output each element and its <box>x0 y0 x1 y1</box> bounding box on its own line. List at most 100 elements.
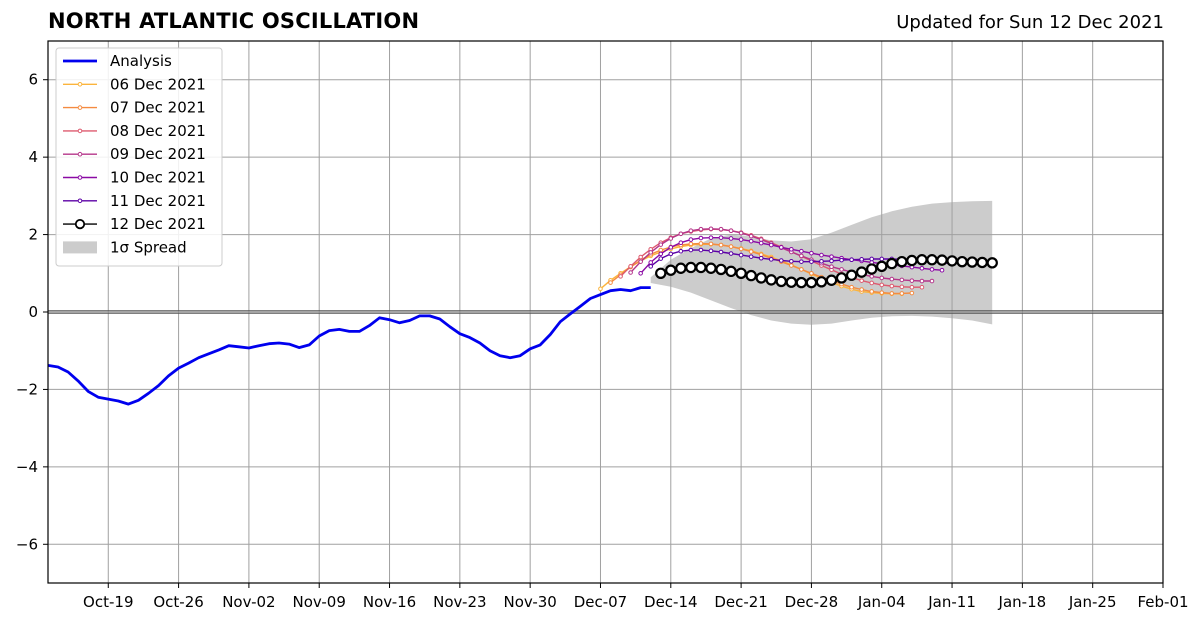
forecast-point <box>665 264 677 276</box>
forecast-point <box>896 255 908 268</box>
forecast-point <box>778 245 784 250</box>
forecast-point <box>839 257 844 263</box>
forecast-point <box>618 274 623 279</box>
forecast-point <box>789 258 794 264</box>
legend: Analysis 06 Dec 2021 07 Dec 2021 08 Dec 202… <box>55 47 223 267</box>
forecast-point <box>748 238 754 244</box>
legend-label: 1σ Spread <box>110 238 187 256</box>
legend-label: 12 Dec 2021 <box>110 215 206 233</box>
forecast-point <box>728 251 734 256</box>
legend-marker <box>77 105 83 110</box>
forecast-point <box>658 256 664 261</box>
x-tick-label: Jan-11 <box>927 593 976 611</box>
forecast-point <box>919 265 925 271</box>
forecast-point <box>845 269 858 281</box>
forecast-point <box>638 254 643 260</box>
forecast-point <box>598 286 603 292</box>
legend-marker <box>77 198 83 204</box>
forecast-point <box>678 231 684 237</box>
forecast-point <box>815 276 828 288</box>
forecast-point <box>859 257 864 262</box>
forecast-point <box>799 259 804 264</box>
forecast-point <box>916 254 928 266</box>
forecast-point <box>668 251 674 257</box>
forecast-point <box>718 235 724 240</box>
forecast-point <box>889 283 895 289</box>
forecast-point <box>799 248 804 254</box>
forecast-point <box>859 287 864 292</box>
forecast-point <box>795 276 808 289</box>
forecast-point <box>889 276 895 282</box>
legend-label: Analysis <box>110 52 172 70</box>
x-tick-label: Jan-25 <box>1068 593 1117 611</box>
legend-label: 09 Dec 2021 <box>110 145 206 163</box>
forecast-point <box>715 263 727 276</box>
forecast-point <box>976 256 988 269</box>
forecast-point <box>695 261 707 274</box>
forecast-point <box>678 240 684 246</box>
chart-subtitle: Updated for Sun 12 Dec 2021 <box>896 12 1164 33</box>
forecast-point <box>869 289 874 294</box>
legend-marker <box>77 82 83 87</box>
legend-entry: 1σ Spread <box>63 238 187 256</box>
x-tick-label: Nov-09 <box>293 593 346 611</box>
forecast-point <box>809 270 814 276</box>
forecast-point <box>899 277 905 283</box>
forecast-point <box>906 254 918 267</box>
forecast-point <box>835 272 848 284</box>
legend-marker <box>77 151 83 157</box>
forecast-point <box>658 251 664 257</box>
forecast-point <box>718 226 724 232</box>
forecast-point <box>789 263 794 268</box>
forecast-point <box>775 275 787 288</box>
forecast-point <box>819 258 824 264</box>
forecast-point <box>929 267 935 272</box>
forecast-point <box>668 245 674 250</box>
x-tick-label: Nov-30 <box>503 593 556 611</box>
forecast-point <box>675 262 687 274</box>
y-tick-label: 4 <box>28 148 38 166</box>
legend-marker <box>77 128 83 134</box>
analysis-line <box>47 286 651 406</box>
forecast-point <box>819 252 824 258</box>
legend-swatch <box>63 241 97 254</box>
forecast-point <box>859 278 864 283</box>
forecast-point <box>809 259 814 264</box>
x-tick-label: Dec-07 <box>574 593 628 611</box>
forecast-point <box>688 247 694 253</box>
forecast-point <box>869 256 874 262</box>
forecast-point <box>919 284 925 290</box>
forecast-point <box>869 280 874 286</box>
series-layer <box>47 226 998 406</box>
forecast-point <box>956 255 968 268</box>
forecast-point <box>628 270 633 275</box>
legend-entry: Analysis <box>63 52 172 70</box>
forecast-point <box>829 258 834 264</box>
forecast-point <box>889 291 895 296</box>
forecast-point <box>768 242 774 248</box>
legend-entry: 12 Dec 2021 <box>63 215 206 233</box>
legend-entry: 07 Dec 2021 <box>63 99 206 117</box>
x-tick-label: Feb-01 <box>1137 593 1188 611</box>
forecast-point <box>879 256 885 262</box>
x-tick-label: Oct-19 <box>83 593 133 611</box>
forecast-point <box>879 275 885 281</box>
grid-layer <box>48 41 1164 583</box>
forecast-point <box>738 252 744 258</box>
forecast-point <box>986 257 998 269</box>
forecast-point <box>799 253 804 259</box>
legend-box <box>55 47 223 267</box>
legend-entry: 10 Dec 2021 <box>63 169 206 187</box>
legend-label: 11 Dec 2021 <box>110 192 206 210</box>
forecast-point <box>879 290 885 295</box>
forecast-point <box>698 241 704 246</box>
forecast-point <box>909 290 915 296</box>
forecast-point <box>718 242 724 248</box>
forecast-point <box>929 278 935 284</box>
forecast-point <box>839 267 844 272</box>
x-tick-label: Nov-16 <box>363 593 416 611</box>
legend-entry: 11 Dec 2021 <box>63 192 206 210</box>
forecast-point <box>668 236 674 241</box>
forecast-point <box>876 260 888 273</box>
forecast-point <box>698 226 704 232</box>
